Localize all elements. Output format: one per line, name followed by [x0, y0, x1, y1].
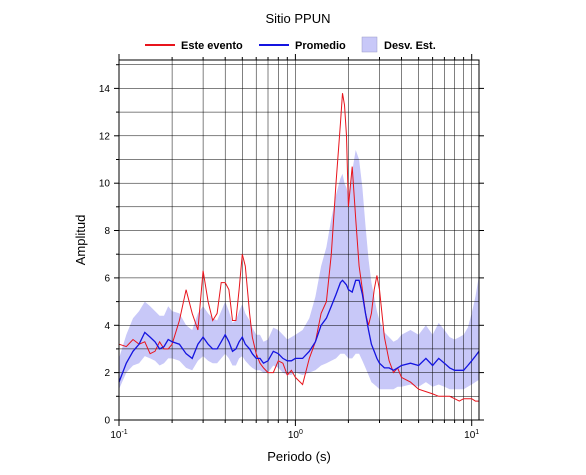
plot-area [118, 59, 480, 421]
y-tick-label: 8 [104, 226, 110, 237]
legend: Este evento Promedio Desv. Est. [145, 36, 436, 53]
chart-title: Sitio PPUN [265, 11, 330, 26]
y-axis-label: Amplitud [73, 215, 88, 266]
legend-label-desv-est: Desv. Est. [384, 40, 436, 52]
y-tick-label: 14 [99, 84, 111, 95]
y-tick-label: 0 [104, 416, 110, 427]
x-axis-label: Periodo (s) [267, 449, 331, 464]
series-line-este-evento [118, 93, 479, 402]
y-tick-label: 4 [104, 321, 110, 332]
y-axis: 0 2 4 6 8 10 12 14 [99, 64, 484, 427]
x-tick-exponent: -1 [121, 429, 127, 436]
legend-swatch-desv-est [361, 36, 378, 53]
series-line-promedio [118, 279, 480, 383]
std-dev-band [119, 150, 479, 390]
x-tick-label: 10-1 [110, 429, 127, 441]
grid [118, 60, 479, 420]
legend-label-este-evento: Este evento [181, 40, 243, 52]
y-tick-label: 2 [104, 368, 110, 379]
x-tick-exponent: 1 [475, 429, 479, 436]
legend-label-promedio: Promedio [295, 40, 346, 52]
x-tick-label: 100 [288, 429, 303, 441]
x-tick-exponent: 0 [299, 429, 303, 436]
y-tick-label: 12 [99, 131, 111, 142]
x-tick-label: 101 [464, 429, 479, 441]
y-tick-label: 6 [104, 273, 110, 284]
plot-frame [118, 59, 480, 421]
y-tick-label: 10 [99, 179, 111, 190]
